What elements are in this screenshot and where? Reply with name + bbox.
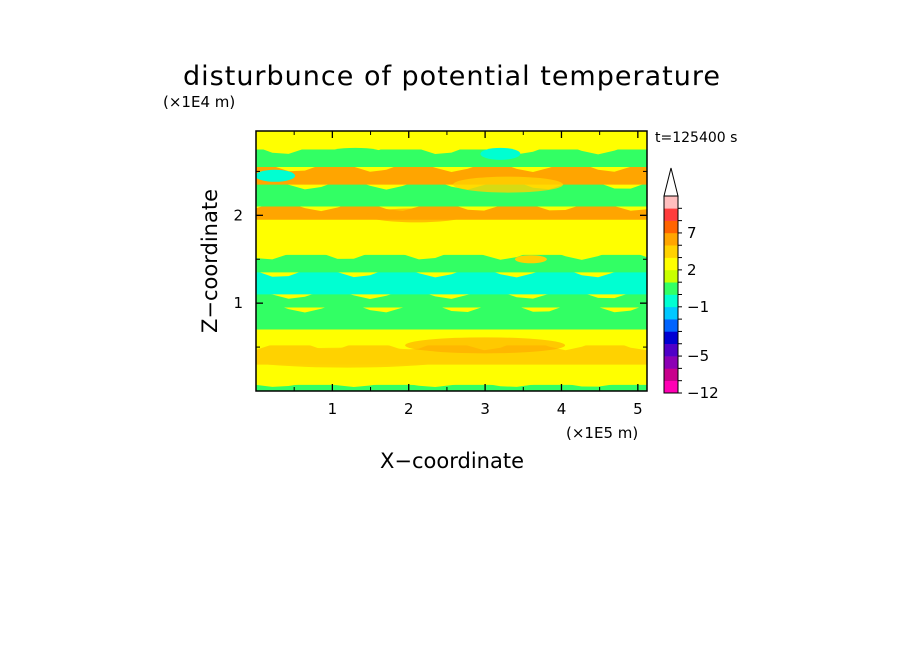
y-tick-label: 1 [233, 294, 243, 312]
y-axis-label: Z−coordinate [198, 189, 222, 333]
contour-fills [256, 131, 647, 391]
plot-frame [255, 130, 648, 392]
colorbar-swatch [664, 282, 678, 295]
contour-band [256, 162, 647, 185]
contour-band [256, 214, 647, 255]
colorbar-swatch [664, 245, 678, 258]
colorbar-label: −1 [687, 298, 709, 316]
contour-plot [255, 130, 648, 392]
colorbar-label: −5 [687, 347, 709, 365]
contour-patch [366, 208, 467, 223]
colorbar-swatch [664, 294, 678, 308]
chart-title: disturbunce of potential temperature [183, 61, 721, 92]
contour-patch [256, 347, 458, 368]
y-axis: 12 [233, 170, 647, 348]
contour-patch [514, 255, 547, 264]
x-axis-label: X−coordinate [380, 449, 524, 473]
contour-patch [405, 337, 566, 354]
colorbar-swatch [664, 208, 678, 221]
x-unit-label: (×1E5 m) [566, 424, 638, 442]
x-tick-label: 4 [557, 400, 567, 418]
contour-band [256, 249, 647, 273]
time-label: t=125400 s [655, 130, 737, 146]
contour-patch [256, 169, 296, 182]
x-tick-label: 3 [480, 400, 490, 418]
contour-patch [325, 147, 386, 160]
x-tick-label: 1 [328, 400, 338, 418]
colorbar-swatch [664, 306, 678, 320]
contour-band [256, 131, 647, 150]
contour-band [256, 267, 647, 295]
contour-band [256, 144, 647, 168]
y-tick-label: 2 [233, 206, 243, 224]
contour-patch [480, 147, 521, 160]
colorbar-swatch [664, 343, 678, 357]
y-unit-label: (×1E4 m) [163, 93, 235, 111]
colorbar-swatch [664, 220, 678, 234]
colorbar-swatch [664, 269, 678, 283]
x-tick-label: 5 [633, 400, 643, 418]
colorbar-label: −12 [687, 384, 719, 402]
colorbar-swatch [664, 196, 678, 209]
colorbar-swatch [664, 331, 678, 344]
contour-band [256, 359, 647, 385]
colorbar-label: 7 [687, 224, 697, 242]
contour-patch [453, 176, 564, 193]
colorbar-swatch [664, 257, 678, 271]
x-axis: 1 2 3 4 5 [293, 131, 643, 418]
colorbar-swatch [664, 356, 678, 369]
colorbar-swatch [664, 319, 678, 332]
contour-band [256, 324, 647, 346]
colorbar-extend-arrow [663, 167, 679, 197]
contour-band [256, 302, 647, 330]
colorbar-swatch [664, 232, 678, 246]
x-tick-label: 2 [404, 400, 414, 418]
colorbar-swatch [664, 380, 678, 394]
contour-band [256, 179, 647, 207]
colorbar-label: 2 [687, 261, 697, 279]
colorbar: 7 2 −1 −5 −12 [663, 167, 719, 402]
colorbar-swatch [664, 368, 678, 381]
